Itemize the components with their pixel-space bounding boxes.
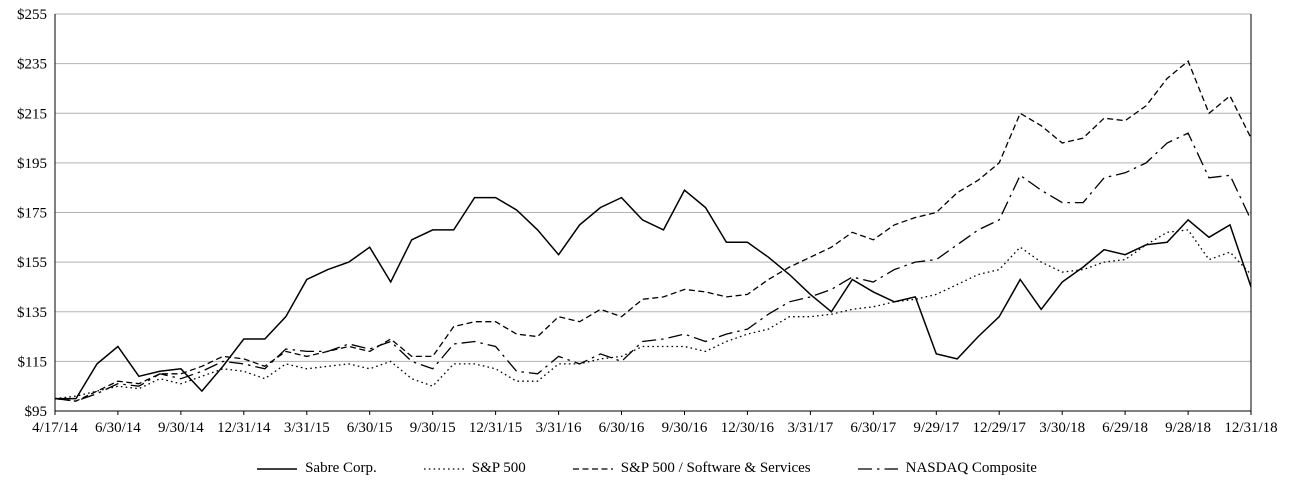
x-axis-label: 12/30/16 xyxy=(721,420,775,436)
sp500-software-line-swatch xyxy=(572,467,613,470)
x-axis-label: 6/30/15 xyxy=(347,420,393,436)
x-axis-label: 3/31/17 xyxy=(787,420,833,436)
x-axis-label: 9/30/15 xyxy=(410,420,456,436)
x-axis-label: 3/31/15 xyxy=(284,420,330,436)
series-line-3 xyxy=(54,132,1252,402)
y-axis-label: $95 xyxy=(25,404,48,420)
legend-item-sp500: S&P 500 xyxy=(423,460,526,477)
y-axis-label: $235 xyxy=(17,57,47,73)
legend-label-sp500: S&P 500 xyxy=(471,460,526,476)
x-axis-label: 12/31/14 xyxy=(217,420,271,436)
y-axis-label: $115 xyxy=(18,354,47,370)
x-axis-label: 9/29/17 xyxy=(913,420,959,436)
y-axis-label: $215 xyxy=(17,106,47,122)
x-axis-label: 9/28/18 xyxy=(1165,420,1211,436)
series-line-1 xyxy=(54,229,1252,400)
x-axis-label: 6/30/17 xyxy=(850,420,896,436)
x-axis-label: 6/30/16 xyxy=(599,420,645,436)
x-axis-label: 12/31/15 xyxy=(469,420,522,436)
y-axis-label: $255 xyxy=(17,7,47,23)
x-axis-label: 3/31/16 xyxy=(536,420,582,436)
x-axis-label: 9/30/14 xyxy=(158,420,204,436)
x-axis-label: 6/30/14 xyxy=(95,420,141,436)
x-axis-label: 12/29/17 xyxy=(973,420,1027,436)
sp500-line-swatch xyxy=(423,467,464,470)
x-axis-label: 3/30/18 xyxy=(1039,420,1085,436)
series-line-0 xyxy=(55,189,1252,400)
sabre-line-swatch xyxy=(257,467,298,470)
y-axis-label: $175 xyxy=(17,206,47,222)
x-axis-label: 9/30/16 xyxy=(662,420,708,436)
x-axis-label: 12/31/18 xyxy=(1224,420,1277,436)
legend-item-sp500-software-services: S&P 500 / Software & Services xyxy=(572,460,811,477)
y-axis-label: $135 xyxy=(17,305,47,321)
chart-legend: Sabre Corp. S&P 500 S&P 500 / Software &… xyxy=(0,460,1293,477)
legend-item-sabre-corp: Sabre Corp. xyxy=(256,460,377,477)
x-axis-label: 6/29/18 xyxy=(1102,420,1148,436)
legend-label-sp500-software-services: S&P 500 / Software & Services xyxy=(620,460,811,476)
y-axis-label: $155 xyxy=(17,255,47,271)
legend-item-nasdaq-composite: NASDAQ Composite xyxy=(857,460,1037,477)
x-axis-label: 4/17/14 xyxy=(32,420,78,436)
y-axis-label: $195 xyxy=(17,156,47,172)
nasdaq-line-swatch xyxy=(857,467,898,470)
series-line-2 xyxy=(54,60,1252,402)
legend-label-nasdaq-composite: NASDAQ Composite xyxy=(905,460,1037,476)
legend-label-sabre-corp: Sabre Corp. xyxy=(305,460,377,476)
